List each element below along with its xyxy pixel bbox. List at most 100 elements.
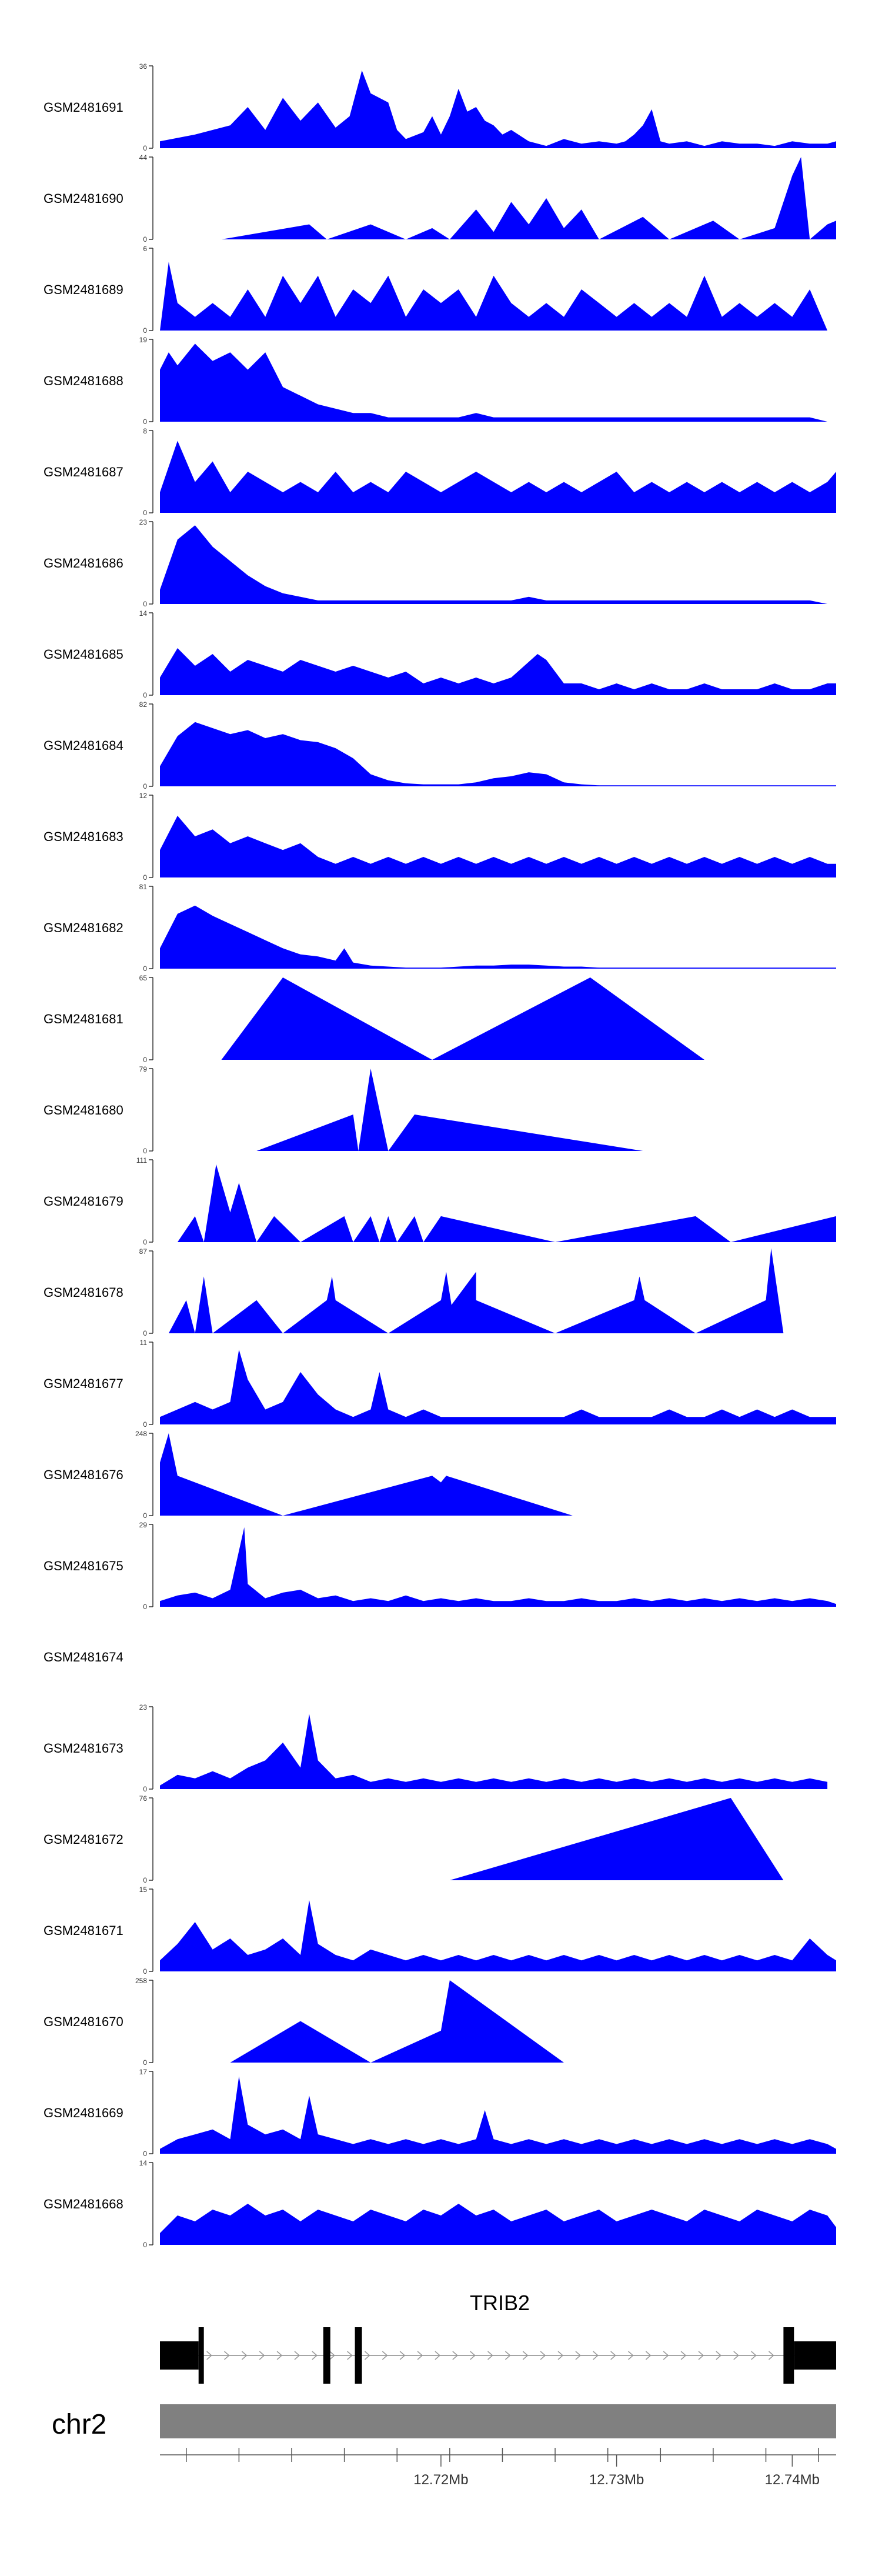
y-tick-label-max: 23	[139, 518, 148, 526]
exon-block	[323, 2327, 330, 2384]
strand-arrow	[294, 2351, 300, 2360]
y-tick-label-max: 79	[139, 1065, 148, 1073]
coverage-area	[160, 441, 836, 513]
strand-arrow	[347, 2351, 353, 2360]
utr-block	[160, 2341, 199, 2370]
y-tick-label-min: 0	[143, 1329, 147, 1337]
strand-arrow	[470, 2351, 476, 2360]
track-label: GSM2481686	[44, 556, 123, 570]
track-label: GSM2481675	[44, 1559, 123, 1573]
track-GSM2481682: GSM2481682 81 0	[44, 883, 836, 973]
y-tick-label-max: 19	[139, 336, 148, 344]
track-label: GSM2481673	[44, 1741, 123, 1756]
strand-arrow	[505, 2351, 511, 2360]
track-GSM2481672: GSM2481672 76 0	[44, 1794, 784, 1884]
y-tick-label-min: 0	[143, 2241, 147, 2249]
track-label: GSM2481670	[44, 2014, 123, 2029]
track-GSM2481675: GSM2481675 29 0	[44, 1521, 836, 1611]
track-GSM2481671: GSM2481671 15 0	[44, 1886, 836, 1976]
y-tick-label-max: 76	[139, 1794, 148, 1803]
y-tick-label-min: 0	[143, 2150, 147, 2158]
gene-model-track: TRIB2	[160, 2291, 836, 2384]
exon-block	[355, 2327, 362, 2384]
y-tick-label-max: 81	[139, 883, 148, 891]
track-GSM2481670: GSM2481670 258 0	[44, 1977, 564, 2067]
track-GSM2481669: GSM2481669 17 0	[44, 2068, 836, 2158]
track-label: GSM2481683	[44, 829, 123, 844]
y-tick-label-min: 0	[143, 1785, 147, 1793]
exon-block	[783, 2327, 794, 2384]
strand-arrow	[768, 2351, 774, 2360]
strand-arrow	[593, 2351, 599, 2360]
y-tick-label-min: 0	[143, 235, 147, 243]
y-tick-label-min: 0	[143, 873, 147, 882]
strand-arrow	[399, 2351, 406, 2360]
coverage-area	[160, 525, 828, 604]
exon-block	[198, 2327, 204, 2384]
track-GSM2481677: GSM2481677 11 0	[44, 1339, 836, 1429]
coverage-area	[160, 1527, 836, 1607]
chromosome-bar	[160, 2404, 836, 2438]
track-label: GSM2481680	[44, 1103, 123, 1117]
track-label: GSM2481681	[44, 1012, 123, 1026]
strand-arrow	[698, 2351, 704, 2360]
track-label: GSM2481682	[44, 920, 123, 935]
strand-arrow	[645, 2351, 652, 2360]
strand-arrow	[224, 2351, 230, 2360]
y-tick-label-min: 0	[143, 1056, 147, 1064]
y-tick-label-min: 0	[143, 965, 147, 973]
y-tick-label-max: 6	[143, 245, 147, 253]
y-tick-label-max: 23	[139, 1703, 148, 1711]
track-label: GSM2481668	[44, 2197, 123, 2211]
strand-arrow	[435, 2351, 441, 2360]
y-tick-label-min: 0	[143, 1420, 147, 1429]
coverage-area	[160, 1433, 573, 1516]
coverage-area	[256, 1069, 643, 1151]
track-GSM2481691: GSM2481691 36 0	[44, 62, 836, 152]
track-GSM2481684: GSM2481684 82 0	[44, 700, 836, 790]
y-tick-label-max: 14	[139, 2159, 148, 2167]
track-label: GSM2481671	[44, 1923, 123, 1938]
track-GSM2481683: GSM2481683 12 0	[44, 792, 836, 882]
y-tick-label-min: 0	[143, 144, 147, 152]
coverage-tracks: GSM2481691360GSM2481690440GSM248168960GS…	[44, 62, 836, 2249]
y-tick-label-max: 12	[139, 792, 148, 800]
y-tick-label-max: 14	[139, 609, 148, 618]
track-label: GSM2481688	[44, 373, 123, 388]
y-tick-label-max: 258	[135, 1977, 147, 1985]
coverage-area	[177, 1164, 836, 1242]
genomic-axis-tick-label: 12.73Mb	[589, 2472, 644, 2488]
y-tick-label-min: 0	[143, 509, 147, 517]
track-GSM2481688: GSM2481688 19 0	[44, 336, 828, 426]
y-tick-label-min: 0	[143, 418, 147, 426]
track-GSM2481678: GSM2481678 87 0	[44, 1247, 784, 1337]
strand-arrow	[628, 2351, 634, 2360]
track-label: GSM2481669	[44, 2105, 123, 2120]
track-GSM2481687: GSM2481687 8 0	[44, 427, 836, 517]
y-tick-label-min: 0	[143, 326, 147, 335]
track-label: GSM2481677	[44, 1376, 123, 1391]
y-tick-label-min: 0	[143, 1511, 147, 1520]
coverage-area	[160, 1714, 828, 1789]
genomic-axis-tick-label: 12.74Mb	[765, 2472, 820, 2488]
coverage-area	[160, 2076, 836, 2154]
strand-arrow	[312, 2351, 318, 2360]
y-tick-label-min: 0	[143, 782, 147, 790]
strand-arrow	[417, 2351, 423, 2360]
strand-arrow	[206, 2351, 212, 2360]
y-tick-label-min: 0	[143, 1876, 147, 1884]
y-tick-label-max: 44	[139, 154, 148, 162]
chromosome-axis-track: chr2 12.72Mb 12.73Mb 12.74Mb	[52, 2404, 836, 2488]
track-label: GSM2481685	[44, 647, 123, 662]
utr-block	[794, 2341, 836, 2370]
track-label: GSM2481691	[44, 100, 123, 115]
strand-arrow	[487, 2351, 493, 2360]
coverage-area	[221, 157, 836, 239]
strand-arrow	[364, 2351, 370, 2360]
track-GSM2481674: GSM2481674	[44, 1650, 123, 1664]
y-tick-label-max: 29	[139, 1521, 148, 1529]
track-label: GSM2481687	[44, 465, 123, 479]
track-label: GSM2481690	[44, 191, 123, 206]
chromosome-label: chr2	[52, 2409, 106, 2440]
coverage-area	[160, 816, 836, 877]
